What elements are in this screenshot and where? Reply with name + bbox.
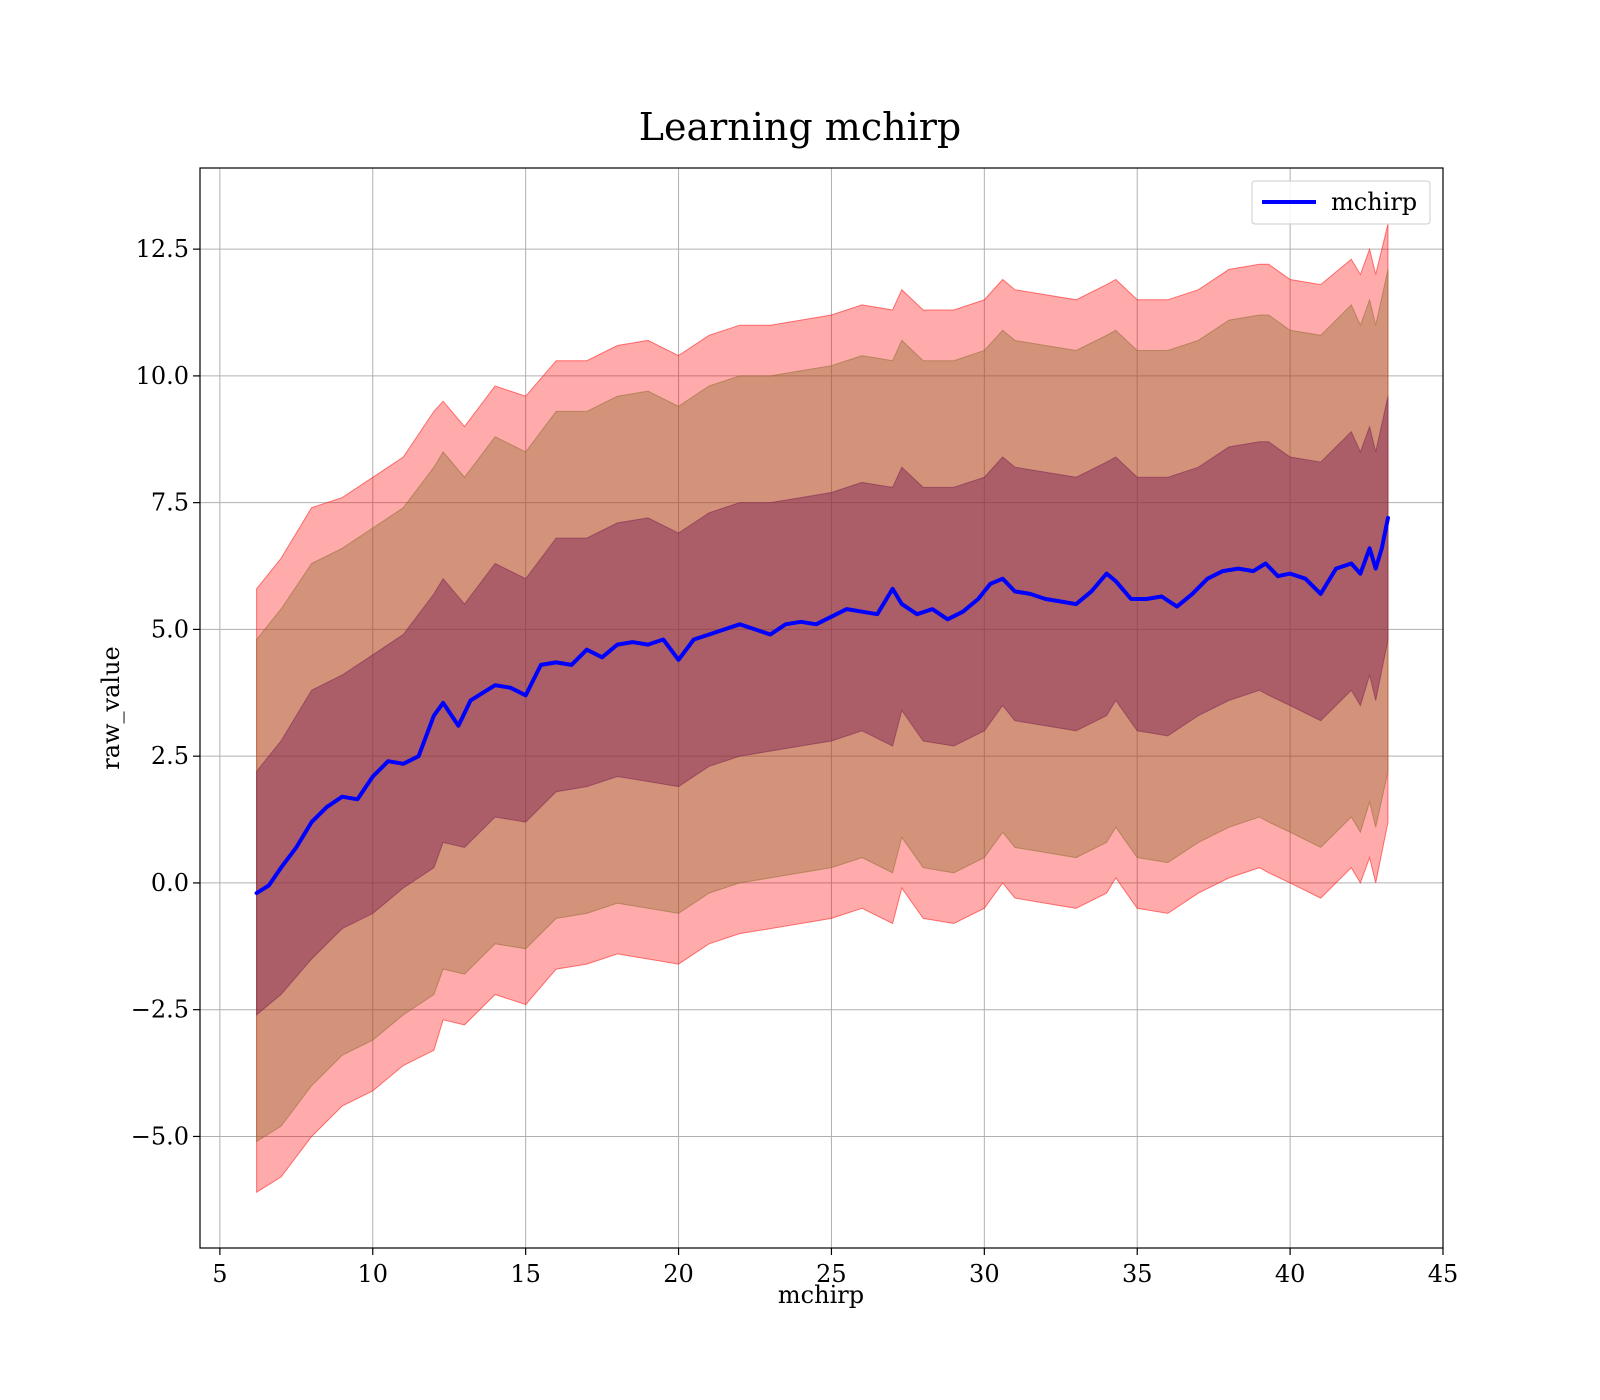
- series-lines: [254, 515, 1390, 896]
- y-axis-label: raw_value: [97, 646, 125, 770]
- x-tick-label: 20: [663, 1260, 694, 1288]
- x-tick-label: 45: [1428, 1260, 1459, 1288]
- legend-label: mchirp: [1331, 188, 1417, 216]
- x-tick-label: 15: [510, 1260, 541, 1288]
- grid: [200, 168, 1444, 1248]
- series-line-mchirp: [254, 515, 1390, 896]
- legend: mchirp: [1251, 180, 1431, 225]
- y-tick-label: 7.5: [151, 489, 189, 517]
- y-tick-label: −5.0: [131, 1122, 189, 1150]
- y-tick-label: 10.0: [136, 362, 189, 390]
- x-tick-label: 10: [357, 1260, 388, 1288]
- x-tick-label: 5: [212, 1260, 227, 1288]
- chart-title: Learning mchirp: [639, 105, 961, 149]
- confidence-band-2: [256, 269, 1389, 1143]
- x-tick-label: 40: [1275, 1260, 1306, 1288]
- x-axis-ticks: 5 10 15 20 25 30 35 40 45: [212, 1248, 1458, 1288]
- x-tick-label: 35: [1122, 1260, 1153, 1288]
- y-tick-label: 2.5: [151, 742, 189, 770]
- confidence-bands: [256, 223, 1389, 1194]
- y-tick-label: 5.0: [151, 615, 189, 643]
- confidence-band-1: [256, 223, 1389, 1194]
- y-axis-ticks: −5.0 −2.5 0.0 2.5 5.0 7.5 10.0 12.5: [131, 235, 200, 1150]
- confidence-band-3: [256, 396, 1389, 1016]
- legend-box: [1251, 180, 1431, 225]
- x-tick-label: 25: [816, 1260, 847, 1288]
- y-tick-label: −2.5: [131, 996, 189, 1024]
- plot-frame: [199, 167, 1444, 1249]
- x-tick-label: 30: [969, 1260, 1000, 1288]
- x-axis-label: mchirp: [778, 1281, 864, 1309]
- y-tick-label: 12.5: [136, 235, 189, 263]
- y-tick-label: 0.0: [151, 869, 189, 897]
